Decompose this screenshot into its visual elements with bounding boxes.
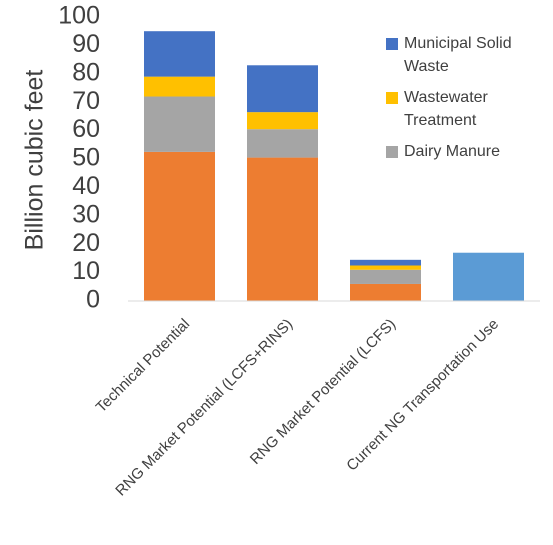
legend-label: Dairy Manure: [404, 143, 500, 160]
legend-label: Municipal Solid: [404, 35, 512, 52]
x-category-label: RNG Market Potential (LCFS+RINS): [112, 316, 296, 500]
legend-label: Wastewater: [404, 89, 489, 106]
y-tick-label: 90: [72, 30, 100, 58]
bar-segment-msw: [144, 31, 215, 77]
y-tick-label: 80: [72, 58, 100, 86]
y-axis-title: Billion cubic feet: [21, 70, 49, 251]
bars: [144, 31, 524, 301]
y-tick-label: 50: [72, 144, 100, 172]
bar-segment-dairy: [247, 129, 318, 158]
bar-segment-dairy: [144, 96, 215, 152]
bar-segment-msw: [247, 65, 318, 113]
legend-swatch: [386, 38, 398, 50]
y-tick-label: 40: [72, 172, 100, 200]
legend-swatch: [386, 92, 398, 104]
bar-segment-current: [453, 252, 524, 301]
x-category-label: Technical Potential: [93, 316, 193, 416]
bar-segment-wastewater: [350, 265, 421, 270]
legend-label: Waste: [404, 58, 449, 75]
bar-segment-wastewater: [247, 112, 318, 130]
bar-segment-landfill: [350, 283, 421, 301]
bar-segment-wastewater: [144, 76, 215, 97]
bar-segment-dairy: [350, 269, 421, 284]
y-tick-label: 30: [72, 200, 100, 228]
y-tick-label: 0: [86, 286, 100, 314]
legend-label: Treatment: [404, 112, 477, 129]
y-tick-label: 100: [58, 2, 100, 30]
legend: Municipal Solid Waste Wastewater Treatment D…: [386, 35, 512, 160]
bar-segment-landfill: [247, 157, 318, 301]
bar-segment-landfill: [144, 151, 215, 301]
y-tick-label: 70: [72, 87, 100, 115]
bar-segment-msw: [350, 259, 421, 266]
y-tick-label: 60: [72, 115, 100, 143]
y-tick-label: 10: [72, 257, 100, 285]
y-tick-label: 20: [72, 229, 100, 257]
legend-swatch: [386, 146, 398, 158]
